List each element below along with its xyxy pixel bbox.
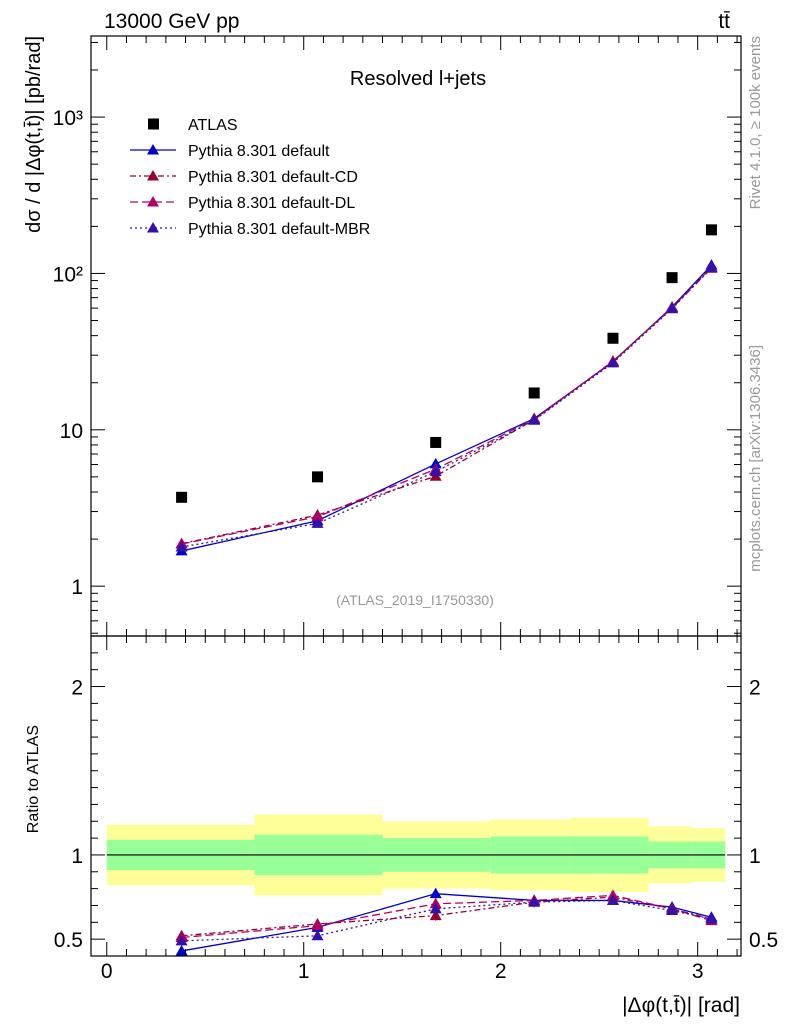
data-point-atlas bbox=[176, 491, 188, 503]
y-tick-label: 10 bbox=[60, 420, 83, 443]
data-point-atlas bbox=[528, 387, 540, 399]
y-tick-label: 10³ bbox=[53, 107, 83, 130]
energy-label: 13000 GeV pp bbox=[104, 10, 239, 33]
series-marker-main bbox=[666, 302, 679, 314]
series-marker-ratio bbox=[429, 902, 442, 914]
side-label-mcplots: mcplots.cern.ch [arXiv:1306.3436] bbox=[747, 345, 764, 572]
data-point-atlas bbox=[666, 272, 678, 284]
labels: 13000 GeV pp tt̄ Resolved l+jets (ATLAS_… bbox=[23, 10, 764, 1017]
series-marker-main bbox=[528, 414, 541, 425]
series-marker-ratio bbox=[429, 887, 442, 899]
side-label-rivet: Rivet 4.1.0, ≥ 100k events bbox=[747, 36, 764, 209]
ratio-tick-label-right: 1 bbox=[749, 845, 761, 868]
series-marker-ratio bbox=[528, 896, 541, 907]
ratio-panel-frame bbox=[90, 635, 742, 957]
legend-label: ATLAS bbox=[188, 117, 238, 134]
uncertainty-bands bbox=[106, 814, 726, 896]
ratio-tick-label-left: 2 bbox=[71, 677, 83, 700]
legend-marker bbox=[147, 222, 159, 233]
series-line-main bbox=[181, 267, 712, 548]
data-point-atlas bbox=[705, 224, 717, 236]
data-point-atlas bbox=[430, 436, 442, 448]
series-marker-main bbox=[606, 356, 619, 368]
legend-marker-atlas bbox=[148, 118, 159, 130]
y-tick-label: 10² bbox=[53, 263, 83, 286]
legend-marker bbox=[147, 196, 159, 207]
series-marker-ratio bbox=[311, 919, 324, 931]
x-tick-label: 3 bbox=[692, 960, 704, 983]
series-line-main bbox=[181, 266, 712, 545]
ratio-tick-label-right: 2 bbox=[749, 677, 761, 700]
series-line-ratio bbox=[181, 893, 712, 952]
series-marker-ratio bbox=[666, 904, 679, 916]
series-marker-main bbox=[429, 465, 442, 477]
legend: ATLAS Pythia 8.301 default Pythia 8.301 de… bbox=[130, 117, 370, 238]
legend-marker bbox=[147, 144, 159, 155]
series-marker-main bbox=[311, 510, 324, 522]
series-marker-ratio bbox=[175, 934, 188, 946]
process-label: tt̄ bbox=[718, 10, 730, 33]
x-tick-label: 2 bbox=[495, 960, 507, 983]
ratio-tick-label-left: 1 bbox=[71, 845, 83, 868]
series-marker-ratio bbox=[705, 912, 718, 924]
x-axis-label: |Δφ(t,t̄)| [rad] bbox=[622, 994, 740, 1017]
series-marker-ratio bbox=[311, 929, 324, 941]
series-markers bbox=[175, 224, 718, 956]
data-point-atlas bbox=[607, 332, 619, 344]
data-point-atlas bbox=[312, 471, 324, 483]
x-tick-label: 0 bbox=[101, 960, 113, 983]
y-axis-label: dσ / d |Δφ(t,t̄)| [pb/rad] bbox=[23, 36, 45, 233]
legend-marker bbox=[147, 170, 159, 181]
legend-label: Pythia 8.301 default-CD bbox=[188, 169, 358, 186]
series-marker-main bbox=[705, 261, 718, 273]
analysis-id: (ATLAS_2019_I1750330) bbox=[336, 592, 494, 608]
legend-label: Pythia 8.301 default-MBR bbox=[188, 221, 370, 238]
ratio-tick-label-right: 0.5 bbox=[749, 929, 778, 952]
series-marker-main bbox=[175, 541, 188, 552]
axes: 1 10 10² 10³ 0.5 0.5 1 1 2 2 0 1 2 3 bbox=[53, 35, 778, 983]
series-line-main bbox=[181, 264, 712, 552]
legend-label: Pythia 8.301 default bbox=[188, 143, 330, 160]
series-line-ratio bbox=[181, 899, 712, 942]
legend-label: Pythia 8.301 default-DL bbox=[188, 195, 355, 212]
series-marker-main bbox=[311, 517, 324, 528]
series-marker-ratio bbox=[606, 894, 619, 905]
ratio-axis-label: Ratio to ATLAS bbox=[25, 725, 42, 833]
plot-title: Resolved l+jets bbox=[350, 68, 486, 90]
y-tick-label: 1 bbox=[71, 576, 83, 599]
series-line-ratio bbox=[181, 894, 712, 939]
series-line-main bbox=[181, 267, 712, 545]
x-tick-label: 1 bbox=[298, 960, 310, 983]
ratio-tick-label-left: 0.5 bbox=[54, 929, 83, 952]
series-marker-ratio bbox=[429, 909, 442, 921]
series-marker-ratio bbox=[175, 944, 188, 956]
